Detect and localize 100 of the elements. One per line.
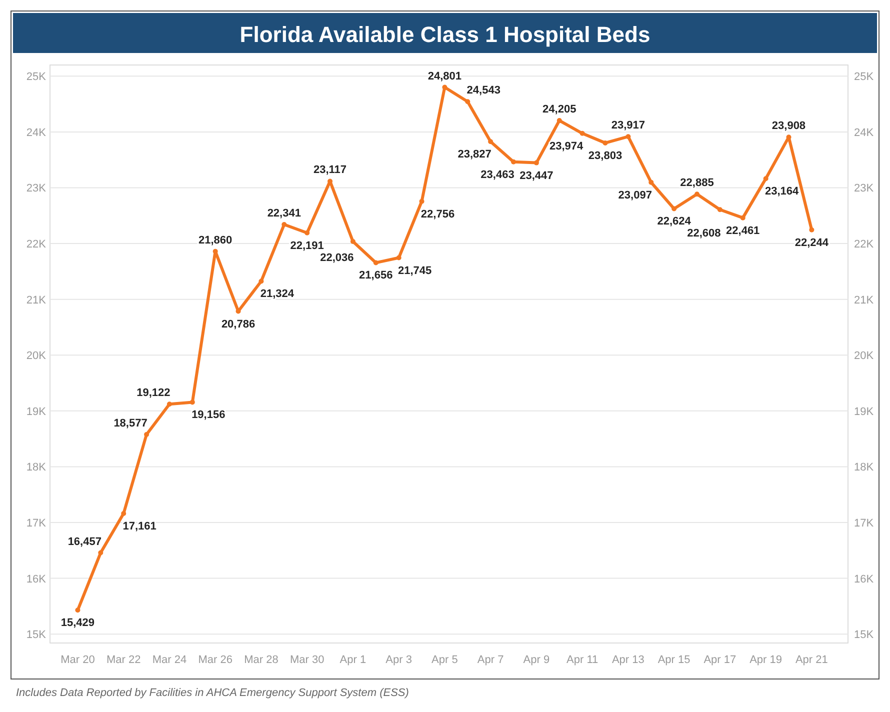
- point: [75, 608, 80, 613]
- point: [144, 432, 150, 438]
- x-tick-label: Mar 24: [152, 654, 187, 666]
- data-label: 22,885: [680, 177, 714, 190]
- data-label: 21,745: [398, 264, 432, 277]
- point: [166, 402, 172, 407]
- point: [282, 222, 287, 228]
- data-label: 21,860: [198, 234, 232, 246]
- x-tick-label: Apr 1: [340, 654, 366, 666]
- data-label: 15,429: [60, 617, 95, 630]
- y2-tick-label: 16K: [854, 573, 874, 586]
- data-label: 23,164: [764, 186, 800, 198]
- data-label: 23,803: [588, 150, 622, 162]
- y-tick-label: 23K: [26, 182, 47, 195]
- y2-tick-label: 23K: [854, 182, 874, 195]
- data-label: 23,974: [549, 140, 584, 152]
- data-label: 24,543: [466, 84, 500, 97]
- point: [98, 550, 104, 556]
- data-label: 21,324: [260, 288, 295, 300]
- x-tick-label: Mar 20: [60, 654, 95, 666]
- data-label: 22,341: [267, 208, 301, 220]
- data-label: 23,447: [520, 170, 554, 182]
- y-tick-label: 25K: [26, 71, 47, 84]
- chart-title: Florida Available Class 1 Hospital Beds: [240, 22, 650, 47]
- y2-tick-label: 18K: [854, 462, 874, 474]
- data-label: 22,756: [420, 208, 455, 220]
- point: [534, 160, 539, 166]
- x-tick-label: Apr 19: [750, 654, 782, 666]
- y2-tick-label: 17K: [854, 517, 874, 530]
- y-tick-label: 21K: [26, 294, 47, 306]
- y-tick-label: 19K: [26, 406, 47, 418]
- y2-tick-label: 19K: [854, 406, 874, 418]
- point: [304, 230, 310, 236]
- x-tick-label: Apr 9: [523, 654, 550, 666]
- data-label: 16,457: [68, 536, 102, 548]
- data-label: 20,786: [221, 318, 256, 330]
- y-tick-label: 24K: [26, 126, 47, 139]
- data-label: 24,801: [428, 70, 462, 82]
- point: [258, 278, 264, 284]
- point: [511, 159, 516, 164]
- point: [488, 139, 494, 144]
- data-label: 22,036: [320, 252, 354, 264]
- data-label: 24,205: [542, 104, 576, 116]
- data-label: 23,117: [313, 164, 347, 176]
- x-tick-label: Mar 26: [198, 654, 232, 666]
- data-label: 22,461: [726, 224, 760, 237]
- y2-tick-label: 20K: [854, 350, 874, 362]
- data-label: 19,122: [136, 387, 170, 400]
- x-tick-label: Apr 3: [386, 654, 412, 666]
- y-tick-label: 15K: [26, 629, 47, 642]
- data-label: 21,656: [359, 270, 393, 282]
- x-tick-label: Apr 15: [658, 654, 690, 666]
- point: [717, 207, 722, 212]
- x-tick-label: Mar 30: [290, 654, 324, 666]
- y-tick-label: 17K: [26, 517, 47, 530]
- x-tick-label: Apr 11: [566, 654, 598, 666]
- data-label: 23,827: [458, 148, 492, 161]
- point: [694, 192, 700, 197]
- point: [763, 176, 768, 182]
- x-tick-label: Apr 5: [432, 654, 458, 666]
- y-tick-label: 22K: [26, 238, 47, 251]
- text: Includes Data Reported by Facilities in AHCA Emergency Support System (ESS): [16, 687, 410, 699]
- point: [350, 239, 356, 244]
- y2-tick-label: 25K: [854, 71, 874, 84]
- point: [121, 511, 126, 516]
- data-label: 22,624: [657, 216, 692, 228]
- point: [396, 255, 402, 260]
- point: [419, 198, 424, 204]
- data-label: 17,161: [122, 520, 156, 533]
- x-tick-label: Apr 17: [704, 654, 736, 666]
- point: [580, 130, 585, 136]
- data-label: 18,577: [114, 418, 148, 430]
- x-tick-label: Apr 13: [612, 654, 644, 666]
- data-label: 23,097: [618, 189, 652, 202]
- point: [740, 215, 746, 220]
- point: [373, 260, 378, 266]
- data-label: 23,463: [480, 168, 514, 181]
- y2-tick-label: 15K: [854, 629, 874, 642]
- point: [626, 134, 631, 140]
- y-tick-label: 20K: [26, 350, 47, 362]
- data-label: 19,156: [192, 409, 226, 422]
- y2-tick-label: 21K: [854, 294, 874, 306]
- data-label: 22,244: [794, 236, 830, 249]
- point: [190, 400, 195, 405]
- data-label: 22,608: [687, 228, 721, 240]
- data-label: 23,917: [611, 120, 646, 132]
- point: [648, 180, 654, 185]
- y-tick-label: 16K: [26, 573, 47, 586]
- data-label: 23,908: [772, 120, 806, 132]
- point: [809, 227, 814, 232]
- x-tick-label: Apr 7: [477, 654, 504, 666]
- x-tick-label: Mar 22: [106, 654, 141, 666]
- y-tick-label: 18K: [26, 462, 47, 474]
- x-tick-label: Mar 28: [244, 654, 278, 666]
- y2-tick-label: 24K: [854, 126, 874, 139]
- y2-tick-label: 22K: [854, 238, 874, 251]
- point: [602, 140, 608, 146]
- point: [672, 206, 677, 212]
- point: [465, 99, 470, 104]
- data-label: 22,191: [290, 240, 324, 252]
